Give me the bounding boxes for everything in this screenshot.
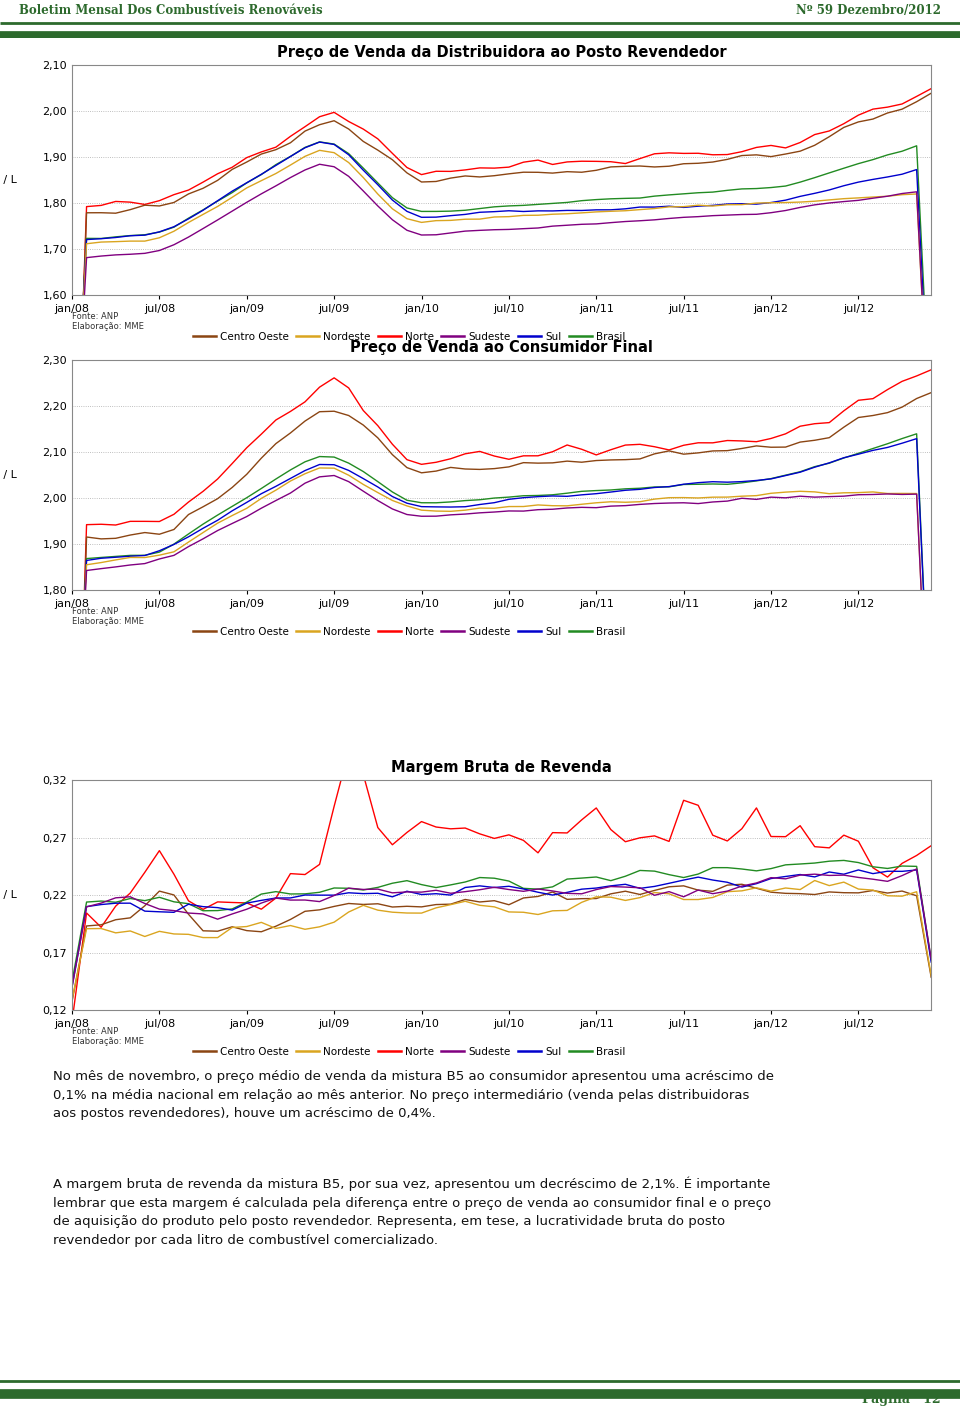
Y-axis label: RS / L: RS / L bbox=[0, 175, 16, 185]
Text: Nº 59 Dezembro/2012: Nº 59 Dezembro/2012 bbox=[796, 4, 941, 17]
Text: Página   12: Página 12 bbox=[862, 1392, 941, 1406]
Y-axis label: RS / L: RS / L bbox=[0, 471, 16, 480]
Legend: Centro Oeste, Nordeste, Norte, Sudeste, Sul, Brasil: Centro Oeste, Nordeste, Norte, Sudeste, … bbox=[189, 1043, 630, 1061]
Y-axis label: RS / L: RS / L bbox=[0, 890, 16, 900]
Title: Margem Bruta de Revenda: Margem Bruta de Revenda bbox=[392, 759, 612, 775]
Text: Boletim Mensal Dos Combustíveis Renováveis: Boletim Mensal Dos Combustíveis Renováve… bbox=[19, 4, 323, 17]
Text: A margem bruta de revenda da mistura B5, por sua vez, apresentou um decréscimo d: A margem bruta de revenda da mistura B5,… bbox=[53, 1177, 771, 1247]
Text: Fonte: ANP
Elaboração: MME: Fonte: ANP Elaboração: MME bbox=[72, 311, 144, 331]
Legend: Centro Oeste, Nordeste, Norte, Sudeste, Sul, Brasil: Centro Oeste, Nordeste, Norte, Sudeste, … bbox=[189, 328, 630, 347]
Title: Preço de Venda ao Consumidor Final: Preço de Venda ao Consumidor Final bbox=[350, 340, 653, 355]
Text: Fonte: ANP
Elaboração: MME: Fonte: ANP Elaboração: MME bbox=[72, 607, 144, 627]
Legend: Centro Oeste, Nordeste, Norte, Sudeste, Sul, Brasil: Centro Oeste, Nordeste, Norte, Sudeste, … bbox=[189, 623, 630, 641]
Text: No mês de novembro, o preço médio de venda da mistura B5 ao consumidor apresento: No mês de novembro, o preço médio de ven… bbox=[53, 1071, 774, 1120]
Title: Preço de Venda da Distribuidora ao Posto Revendedor: Preço de Venda da Distribuidora ao Posto… bbox=[276, 45, 727, 61]
Text: Fonte: ANP
Elaboração: MME: Fonte: ANP Elaboração: MME bbox=[72, 1027, 144, 1047]
